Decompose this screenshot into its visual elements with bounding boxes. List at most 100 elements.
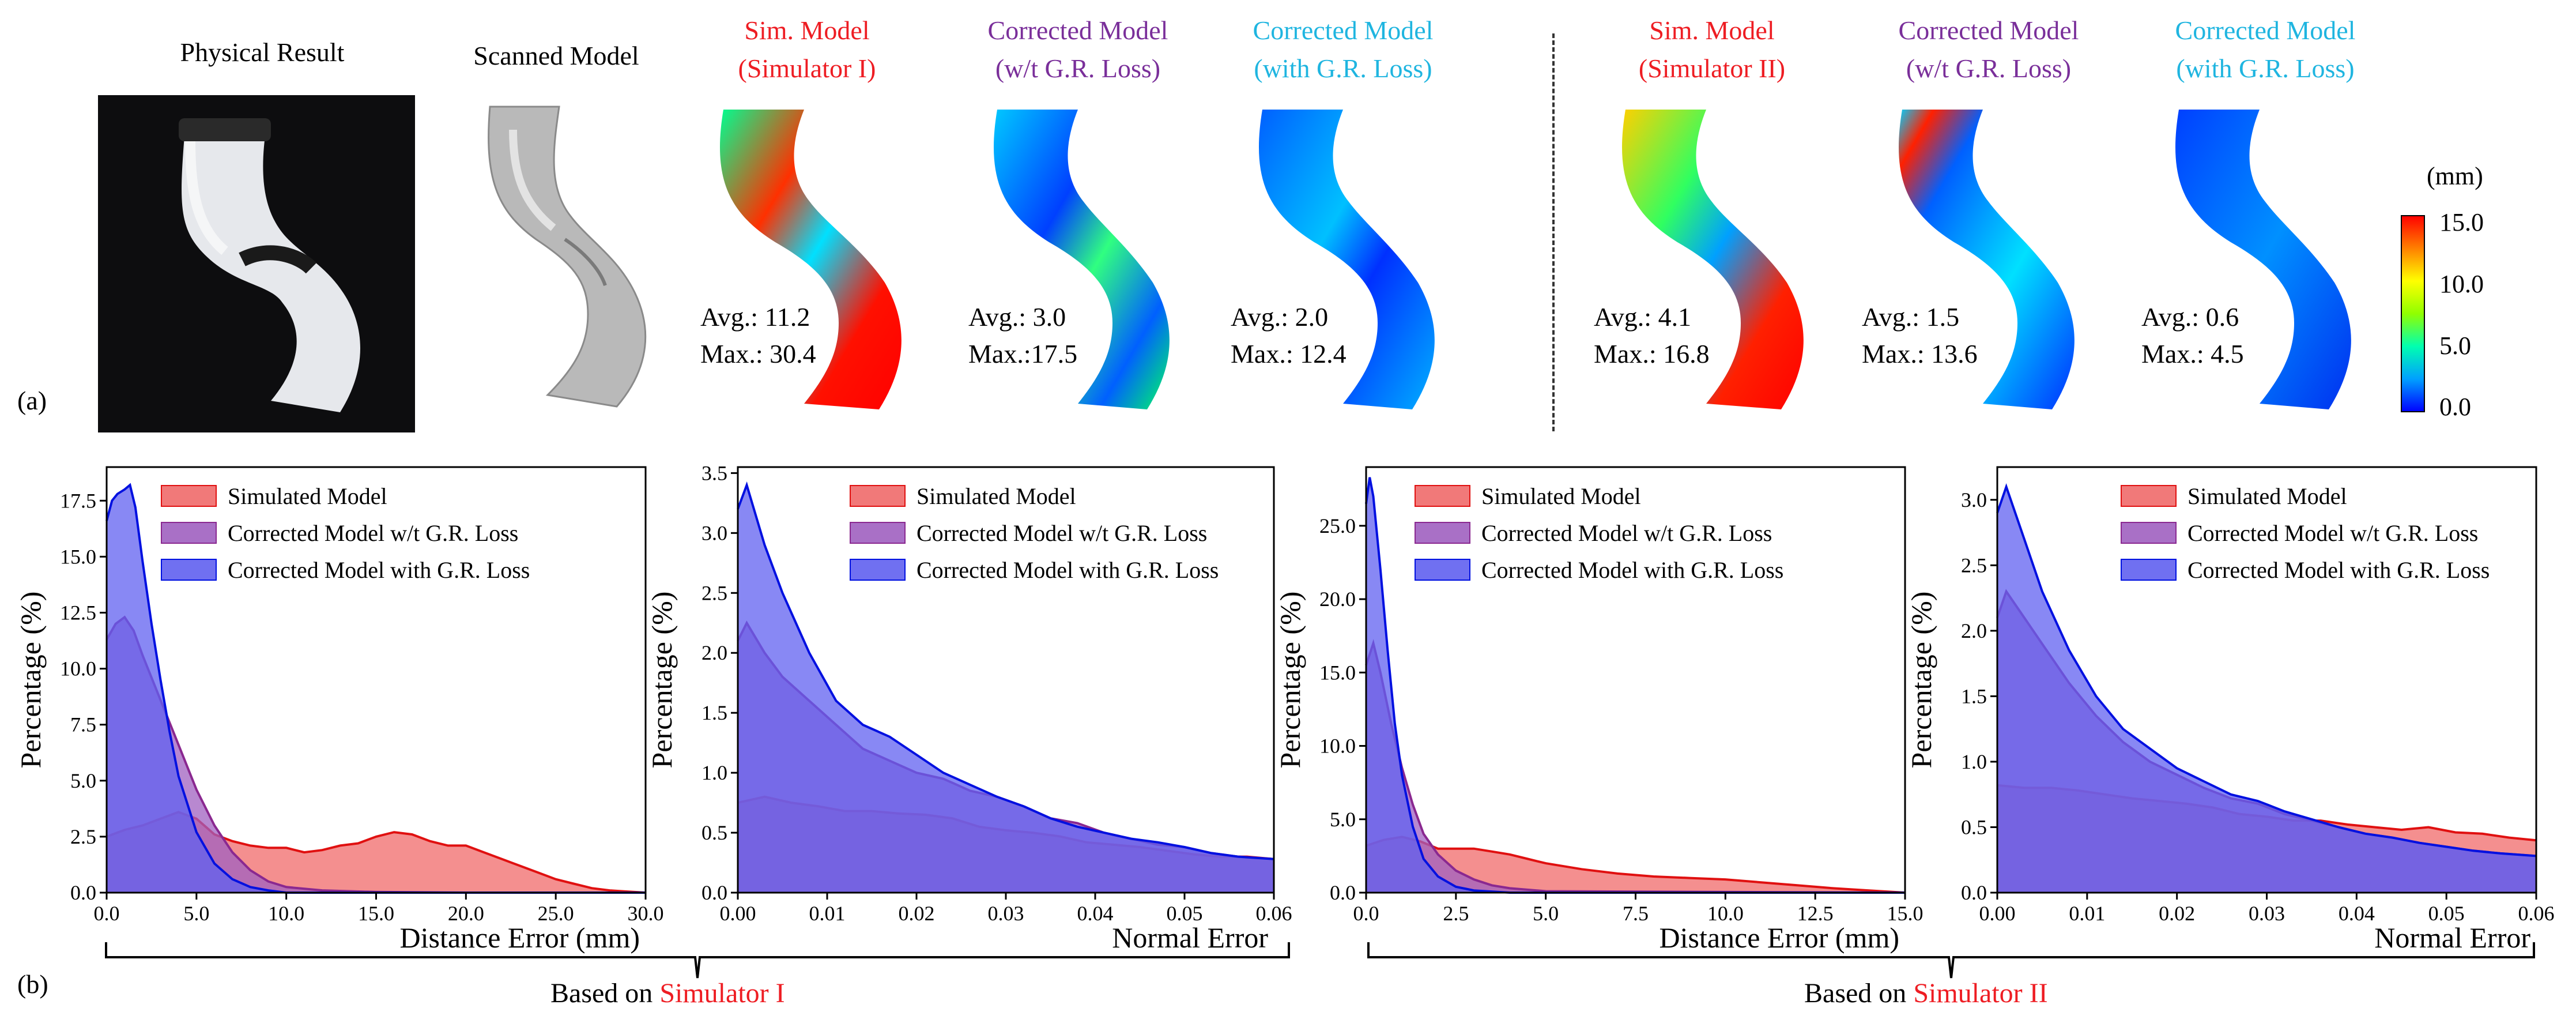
chart-3-legend-swatch-0 [2121, 485, 2177, 507]
heatmap-render-corrected1-wt [994, 110, 1170, 409]
heatmap-render-sim2 [1622, 110, 1804, 409]
chart-0-xtick-label: 20.0 [448, 902, 484, 925]
column-title-5: Corrected Model (with G.R. Loss) [2133, 12, 2398, 88]
chart-2-xtick-label: 12.5 [1797, 902, 1834, 925]
column-title-line1: Sim. Model [744, 16, 870, 45]
chart-2-xtick-label: 2.5 [1443, 902, 1469, 925]
chart-1-series-2-line [737, 481, 1274, 860]
heatmap-render-corrected1-with [1259, 110, 1435, 409]
chart-2-ytick-label: 25.0 [1319, 514, 1356, 537]
heatmap-render-corrected2-wt [1899, 110, 2075, 409]
chart-2-xtick-label: 5.0 [1533, 902, 1559, 925]
chart-2-xtick-label: 0.0 [1353, 902, 1379, 925]
scanned-model-title: Scanned Model [473, 41, 639, 70]
chart-1-legend-label-0: Simulated Model [917, 483, 1076, 509]
colorbar-tick-1: 10.0 [2439, 270, 2484, 298]
chart-2-xtick-label: 10.0 [1707, 902, 1744, 925]
chart-2-ytick-label: 15.0 [1319, 661, 1356, 684]
chart-0-xtick-label: 15.0 [358, 902, 394, 925]
column-title-2: Corrected Model (with G.R. Loss) [1210, 12, 1476, 88]
chart-2-ylabel: Percentage (%) [1274, 592, 1306, 769]
column-stats-3: Avg.: 4.1 Max.: 16.8 [1594, 299, 1710, 373]
colorbar [2401, 215, 2425, 412]
chart-3-ytick-label: 1.5 [1961, 684, 1987, 708]
chart-2-legend-label-0: Simulated Model [1481, 483, 1641, 509]
chart-0-xtick-label: 0.0 [94, 902, 120, 925]
column-stats-2: Avg.: 2.0 Max.: 12.4 [1231, 299, 1347, 373]
chart-1-ylabel: Percentage (%) [646, 592, 678, 769]
column-stats-1: Avg.: 3.0 Max.:17.5 [968, 299, 1077, 373]
chart-1-ytick-label: 0.0 [701, 881, 727, 904]
chart-2-ytick-label: 0.0 [1330, 881, 1356, 904]
physical-result-photo [98, 95, 415, 432]
chart-0-legend-label-2: Corrected Model with G.R. Loss [228, 557, 530, 583]
avg-error: Avg.: 0.6 [2141, 302, 2239, 332]
chart-1-ytick-label: 1.0 [701, 761, 727, 784]
chart-0-legend-label-1: Corrected Model w/t G.R. Loss [228, 520, 518, 546]
chart-1-xtick-label: 0.03 [988, 902, 1024, 925]
colorbar-unit: (mm) [2427, 162, 2483, 190]
max-error: Max.:17.5 [968, 339, 1078, 368]
chart-0-ytick-label: 12.5 [60, 601, 96, 624]
chart-0-ytick-label: 7.5 [70, 713, 96, 736]
chart-0-ytick-label: 17.5 [60, 489, 96, 512]
chart-2-legend-swatch-1 [1415, 522, 1470, 544]
max-error: Max.: 13.6 [1862, 339, 1978, 368]
chart-0-ylabel: Percentage (%) [14, 592, 47, 769]
chart-3-ytick-label: 2.5 [1961, 554, 1987, 577]
chart-1-legend-swatch-1 [850, 522, 906, 544]
chart-1-xtick-label: 0.05 [1167, 902, 1203, 925]
chart-3-xtick-label: 0.04 [2339, 902, 2375, 925]
max-error: Max.: 16.8 [1594, 339, 1710, 368]
chart-3-xtick-label: 0.01 [2069, 902, 2105, 925]
group-2-highlight: Simulator II [1913, 978, 2048, 1009]
bracket-group-2 [1367, 942, 2535, 979]
max-error: Max.: 12.4 [1231, 339, 1347, 368]
chart-1-ytick-label: 1.5 [701, 701, 727, 724]
chart-1-ytick-label: 3.0 [701, 521, 727, 544]
colorbar-tick-3: 0.0 [2439, 393, 2471, 421]
column-stats-4: Avg.: 1.5 Max.: 13.6 [1862, 299, 1978, 373]
chart-2-series-2-line [1365, 477, 1905, 894]
chart-0-legend-swatch-2 [161, 559, 217, 581]
chart-3-ylabel: Percentage (%) [1905, 592, 1937, 769]
chart-0-ytick-label: 15.0 [60, 545, 96, 568]
panel-divider [1552, 33, 1555, 431]
avg-error: Avg.: 4.1 [1594, 302, 1692, 332]
column-title-line1: Corrected Model [987, 16, 1168, 45]
chart-2-legend-swatch-0 [1415, 485, 1470, 507]
panel-b-label: (b) [17, 969, 48, 999]
chart-3-series-2-line [1996, 483, 2537, 857]
chart-2-series-0-area [1366, 837, 1905, 893]
column-stats-5: Avg.: 0.6 Max.: 4.5 [2141, 299, 2244, 373]
column-title-line2: (with G.R. Loss) [2176, 54, 2355, 83]
avg-error: Avg.: 1.5 [1862, 302, 1960, 332]
chart-1-legend-label-1: Corrected Model w/t G.R. Loss [917, 520, 1207, 546]
chart-0-legend-swatch-0 [161, 485, 217, 507]
chart-1-series-2-area [738, 485, 1274, 893]
chart-1-xtick-label: 0.02 [899, 902, 935, 925]
chart-1-xtick-label: 0.01 [809, 902, 846, 925]
chart-1-xtick-label: 0.04 [1077, 902, 1114, 925]
chart-1-ytick-label: 2.0 [701, 641, 727, 664]
chart-3-legend-swatch-2 [2121, 559, 2177, 581]
chart-0-xtick-label: 30.0 [628, 902, 664, 925]
column-title-line2: (Simulator II) [1638, 54, 1786, 83]
chart-3-ytick-label: 0.0 [1961, 881, 1987, 904]
chart-0-ytick-label: 10.0 [60, 657, 96, 680]
chart-1-ytick-label: 3.5 [701, 461, 727, 484]
panel-a-label: (a) [17, 386, 47, 415]
chart-0-xtick-label: 25.0 [538, 902, 574, 925]
column-stats-0: Avg.: 11.2 Max.: 30.4 [700, 299, 816, 373]
chart-2-legend-label-2: Corrected Model with G.R. Loss [1481, 557, 1783, 583]
chart-1-xtick-label: 0.06 [1256, 902, 1292, 925]
chart-2-legend-label-1: Corrected Model w/t G.R. Loss [1481, 520, 1772, 546]
max-error: Max.: 30.4 [700, 339, 816, 368]
column-title-line2: (with G.R. Loss) [1254, 54, 1432, 83]
chart-3-xtick-label: 0.02 [2159, 902, 2195, 925]
heatmap-render-corrected2-with [2175, 110, 2351, 409]
column-title-line1: Corrected Model [1898, 16, 2079, 45]
avg-error: Avg.: 11.2 [700, 302, 810, 332]
column-title-line2: (w/t G.R. Loss) [995, 54, 1161, 83]
